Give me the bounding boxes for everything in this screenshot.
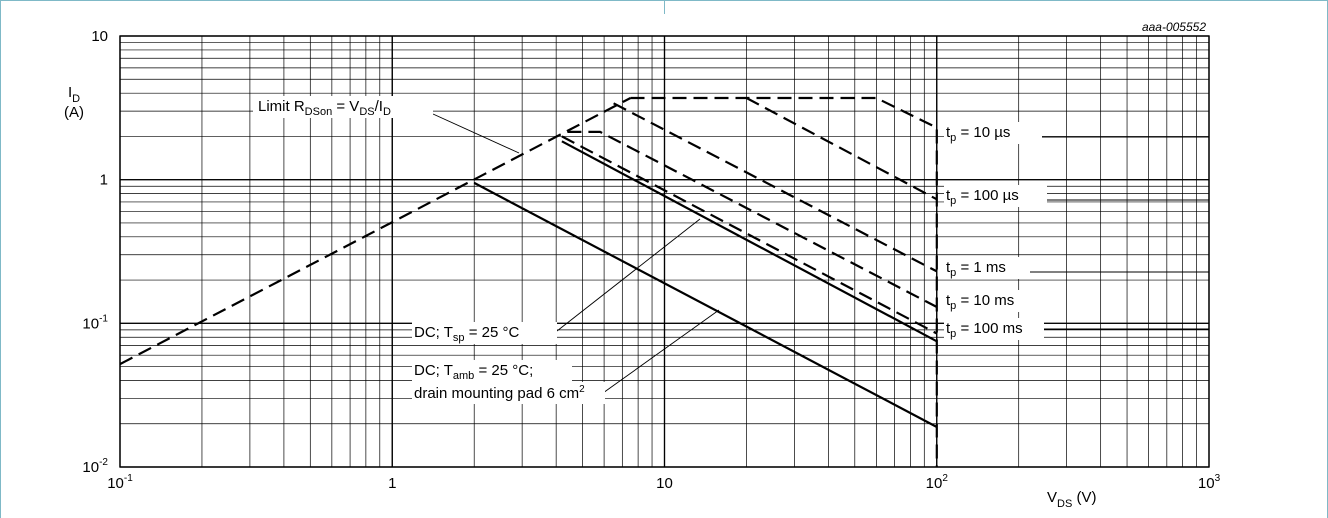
dc-tamb-label: DC; Tamb = 25 °C; [414,362,533,382]
tp-10us-label: tp = 10 µs [946,124,1010,144]
series-line-8 [473,181,938,428]
drain-pad-label: drain mounting pad 6 cm2 [414,384,585,402]
tp-100ms-label: tp = 100 ms [946,320,1023,340]
y-axis-label: ID [68,84,80,105]
tp-100us-label: tp = 100 µs [946,187,1019,207]
y-tick-label: 10 [91,28,108,45]
tp-10ms-label: tp = 10 ms [946,292,1014,312]
plot-border [119,35,1210,468]
limit-rdson-label: Limit RDSon = VDS/ID [258,98,391,118]
tp-1ms-label: tp = 1 ms [946,259,1006,279]
series-line-5 [567,130,938,308]
y-tick-label: 1 [100,172,108,189]
series-line-2 [630,96,938,467]
x-tick-label: 10-1 [107,473,133,492]
series-line-7 [561,140,938,343]
figure-id: aaa-005552 [1142,20,1206,34]
series-line-3 [745,97,938,201]
x-tick-label: 102 [926,473,949,492]
y-tick-label: 10-1 [82,313,108,332]
x-tick-label: 103 [1198,473,1221,492]
chart-series [119,96,938,467]
leader-line [432,113,520,154]
panel-divider [664,0,665,14]
y-axis-unit: (A) [64,104,84,121]
x-tick-label: 1 [388,475,396,492]
x-axis-label: VDS (V) [1047,489,1096,510]
dc-tsp-label: DC; Tsp = 25 °C [414,324,519,344]
series-line-4 [613,102,938,273]
annotation-leaders [432,113,1209,394]
series-line-1 [119,97,632,366]
x-tick-label: 10 [656,475,673,492]
leader-line [556,218,701,332]
series-line-6 [561,135,938,335]
leader-line [602,309,720,394]
y-tick-label: 10-2 [82,457,108,476]
